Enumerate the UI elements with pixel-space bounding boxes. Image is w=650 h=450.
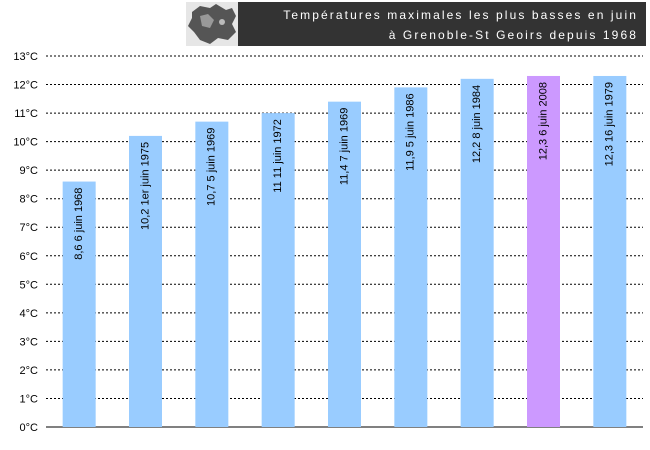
- y-tick-label: 11°C: [14, 108, 38, 120]
- y-tick-label: 9°C: [20, 165, 39, 177]
- y-tick-label: 7°C: [20, 222, 39, 234]
- bar: [527, 75, 560, 427]
- y-tick-label: 5°C: [20, 279, 39, 291]
- bar: [328, 101, 361, 428]
- bar: [62, 181, 96, 427]
- y-tick-label: 12°C: [13, 80, 38, 92]
- chart-title-line-1: Températures maximales les plus basses e…: [283, 8, 638, 22]
- y-tick-label: 13°C: [13, 51, 38, 63]
- bar-data-label: 10,7 5 juin 1969: [206, 128, 218, 206]
- bar-labels: 8,6 6 juin 1968 10,2 1er juin 1975 10,7 5 …: [73, 82, 616, 260]
- y-tick-label: 10°C: [13, 137, 38, 149]
- y-tick-label: 8°C: [20, 194, 39, 206]
- bar: [129, 135, 162, 427]
- chart-title-line-2: à Grenoble-St Geoirs depuis 1968: [388, 28, 638, 42]
- y-tick-label: 4°C: [20, 308, 39, 320]
- y-tick-label: 0°C: [20, 422, 39, 434]
- bar: [394, 87, 428, 428]
- chart-title-box: Températures maximales les plus basses e…: [186, 2, 646, 46]
- bar: [195, 121, 229, 427]
- bars: [62, 75, 627, 428]
- bar-data-label: 12,2 8 juin 1984: [471, 85, 483, 163]
- bar: [593, 75, 627, 427]
- y-axis: 0°C 1°C 2°C 3°C 4°C 5°C 6°C 7°C 8°C 9°C 10°C 11°C 12…: [13, 51, 643, 434]
- bar: [460, 78, 494, 427]
- bar-data-label: 12,3 6 juin 2008: [537, 82, 549, 160]
- bar-data-label: 12,3 16 juin 1979: [604, 82, 616, 166]
- bar: [261, 113, 295, 428]
- bar-data-label: 11,9 5 juin 1986: [405, 93, 417, 170]
- y-tick-label: 1°C: [20, 393, 39, 405]
- y-tick-label: 3°C: [20, 336, 39, 348]
- bar-data-label: 8,6 6 juin 1968: [73, 188, 85, 260]
- region-map-icon: [186, 2, 238, 46]
- bar-data-label: 11,4 7 juin 1969: [338, 108, 350, 185]
- bar-data-label: 11 11 juin 1972: [272, 119, 284, 193]
- bar-data-label: 10,2 1er juin 1975: [139, 142, 151, 230]
- y-tick-label: 2°C: [20, 365, 39, 377]
- y-tick-label: 6°C: [20, 251, 39, 263]
